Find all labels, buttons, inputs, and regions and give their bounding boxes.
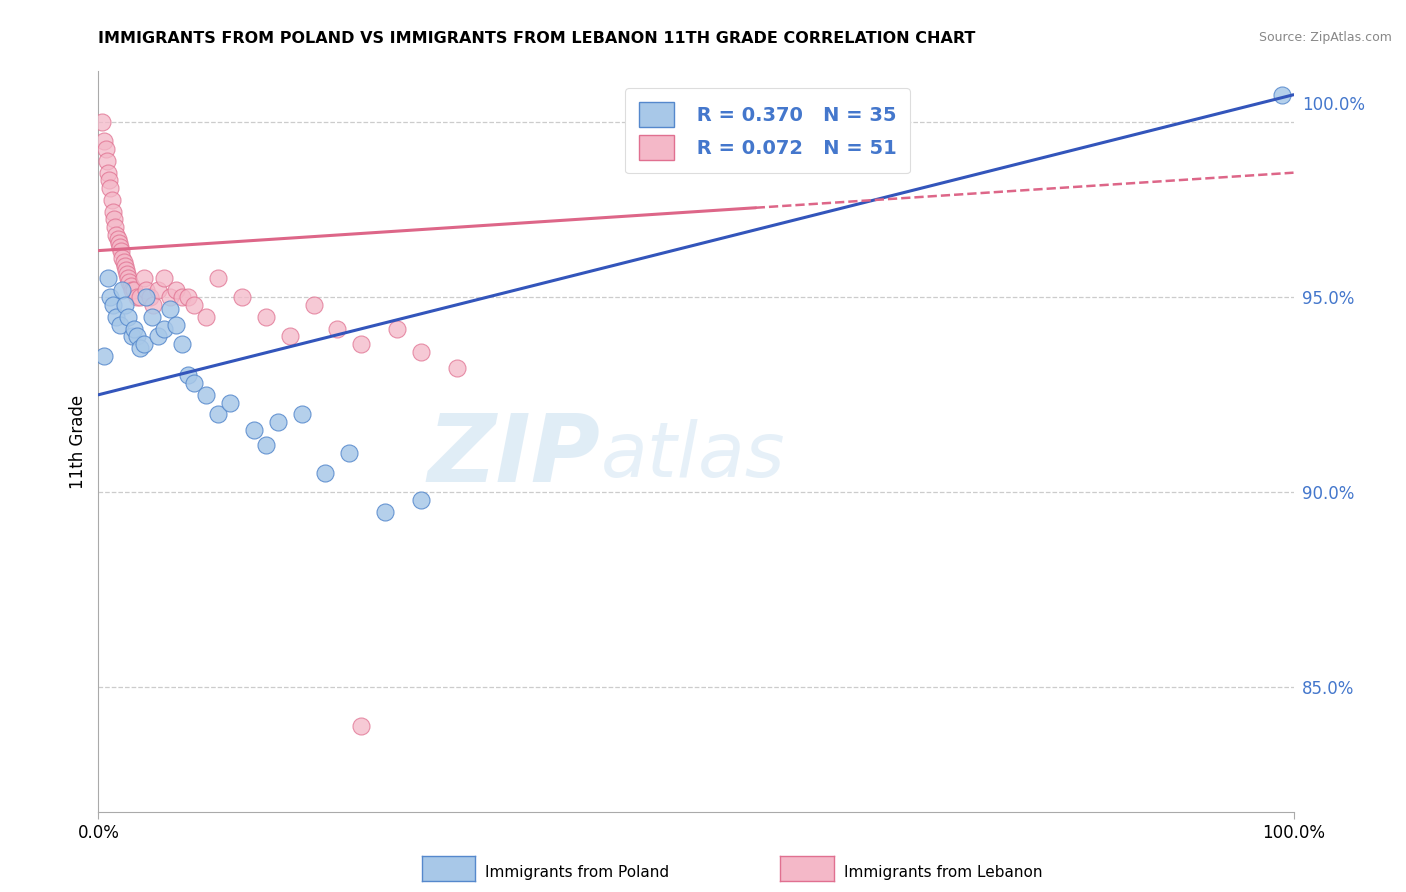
- Point: [207, 271, 229, 285]
- Point: [114, 259, 136, 273]
- Point: [159, 301, 181, 316]
- Point: [339, 446, 360, 460]
- Point: [132, 337, 155, 351]
- Point: [129, 290, 152, 304]
- Point: [120, 278, 142, 293]
- Point: [183, 376, 205, 390]
- Point: [121, 329, 143, 343]
- Point: [350, 337, 373, 351]
- Point: [194, 388, 218, 402]
- Point: [91, 115, 114, 129]
- Point: [326, 321, 349, 335]
- Point: [148, 283, 170, 297]
- Point: [411, 493, 433, 508]
- Point: [172, 290, 194, 304]
- Point: [101, 204, 124, 219]
- Point: [118, 275, 141, 289]
- Point: [104, 220, 127, 235]
- Point: [115, 267, 138, 281]
- Point: [112, 255, 135, 269]
- Point: [243, 423, 266, 437]
- Point: [93, 135, 115, 149]
- Point: [139, 290, 162, 304]
- Point: [124, 321, 146, 335]
- Point: [107, 235, 129, 250]
- Point: [117, 271, 139, 285]
- Point: [103, 212, 125, 227]
- Point: [153, 271, 176, 285]
- Point: [291, 407, 314, 421]
- Point: [121, 283, 143, 297]
- Point: [108, 318, 131, 332]
- Text: IMMIGRANTS FROM POLAND VS IMMIGRANTS FROM LEBANON 11TH GRADE CORRELATION CHART: IMMIGRANTS FROM POLAND VS IMMIGRANTS FRO…: [98, 31, 976, 46]
- Point: [142, 298, 165, 312]
- Legend:  R = 0.370   N = 35,  R = 0.072   N = 51: R = 0.370 N = 35, R = 0.072 N = 51: [626, 88, 910, 173]
- Point: [98, 290, 122, 304]
- Point: [183, 298, 205, 312]
- Point: [96, 153, 118, 168]
- Point: [315, 466, 337, 480]
- Text: Source: ZipAtlas.com: Source: ZipAtlas.com: [1258, 31, 1392, 45]
- Point: [101, 298, 124, 312]
- Point: [105, 310, 128, 324]
- Point: [172, 337, 194, 351]
- Point: [125, 290, 148, 304]
- Point: [278, 329, 301, 343]
- Point: [254, 310, 277, 324]
- Point: [1271, 87, 1294, 102]
- Point: [148, 329, 170, 343]
- Point: [165, 283, 187, 297]
- Point: [231, 290, 253, 304]
- Point: [135, 290, 157, 304]
- Text: ZIP: ZIP: [427, 410, 600, 502]
- Point: [302, 298, 325, 312]
- Point: [267, 415, 290, 429]
- Point: [93, 349, 115, 363]
- Point: [350, 719, 373, 733]
- Point: [385, 321, 409, 335]
- Text: atlas: atlas: [600, 419, 785, 493]
- Point: [97, 271, 120, 285]
- Point: [98, 181, 122, 195]
- Point: [207, 407, 229, 421]
- Point: [108, 240, 131, 254]
- Point: [411, 345, 433, 359]
- Point: [254, 438, 277, 452]
- Point: [107, 232, 129, 246]
- Text: Immigrants from Lebanon: Immigrants from Lebanon: [844, 865, 1042, 880]
- Point: [135, 283, 157, 297]
- Point: [153, 321, 176, 335]
- Point: [141, 310, 163, 324]
- Point: [115, 263, 138, 277]
- Point: [98, 173, 121, 187]
- Point: [105, 227, 128, 242]
- Point: [129, 341, 152, 355]
- Point: [111, 252, 134, 266]
- Point: [111, 283, 134, 297]
- Point: [110, 244, 132, 258]
- Point: [124, 283, 146, 297]
- Point: [374, 505, 396, 519]
- Point: [177, 290, 200, 304]
- Y-axis label: 11th Grade: 11th Grade: [69, 394, 87, 489]
- Point: [446, 360, 468, 375]
- Point: [114, 298, 136, 312]
- Text: Immigrants from Poland: Immigrants from Poland: [485, 865, 669, 880]
- Point: [177, 368, 200, 383]
- Point: [219, 395, 242, 409]
- Point: [100, 193, 122, 207]
- Point: [165, 318, 187, 332]
- Point: [117, 310, 139, 324]
- Point: [97, 166, 120, 180]
- Point: [94, 142, 117, 156]
- Point: [125, 329, 148, 343]
- Point: [194, 310, 218, 324]
- Point: [132, 271, 155, 285]
- Point: [159, 290, 181, 304]
